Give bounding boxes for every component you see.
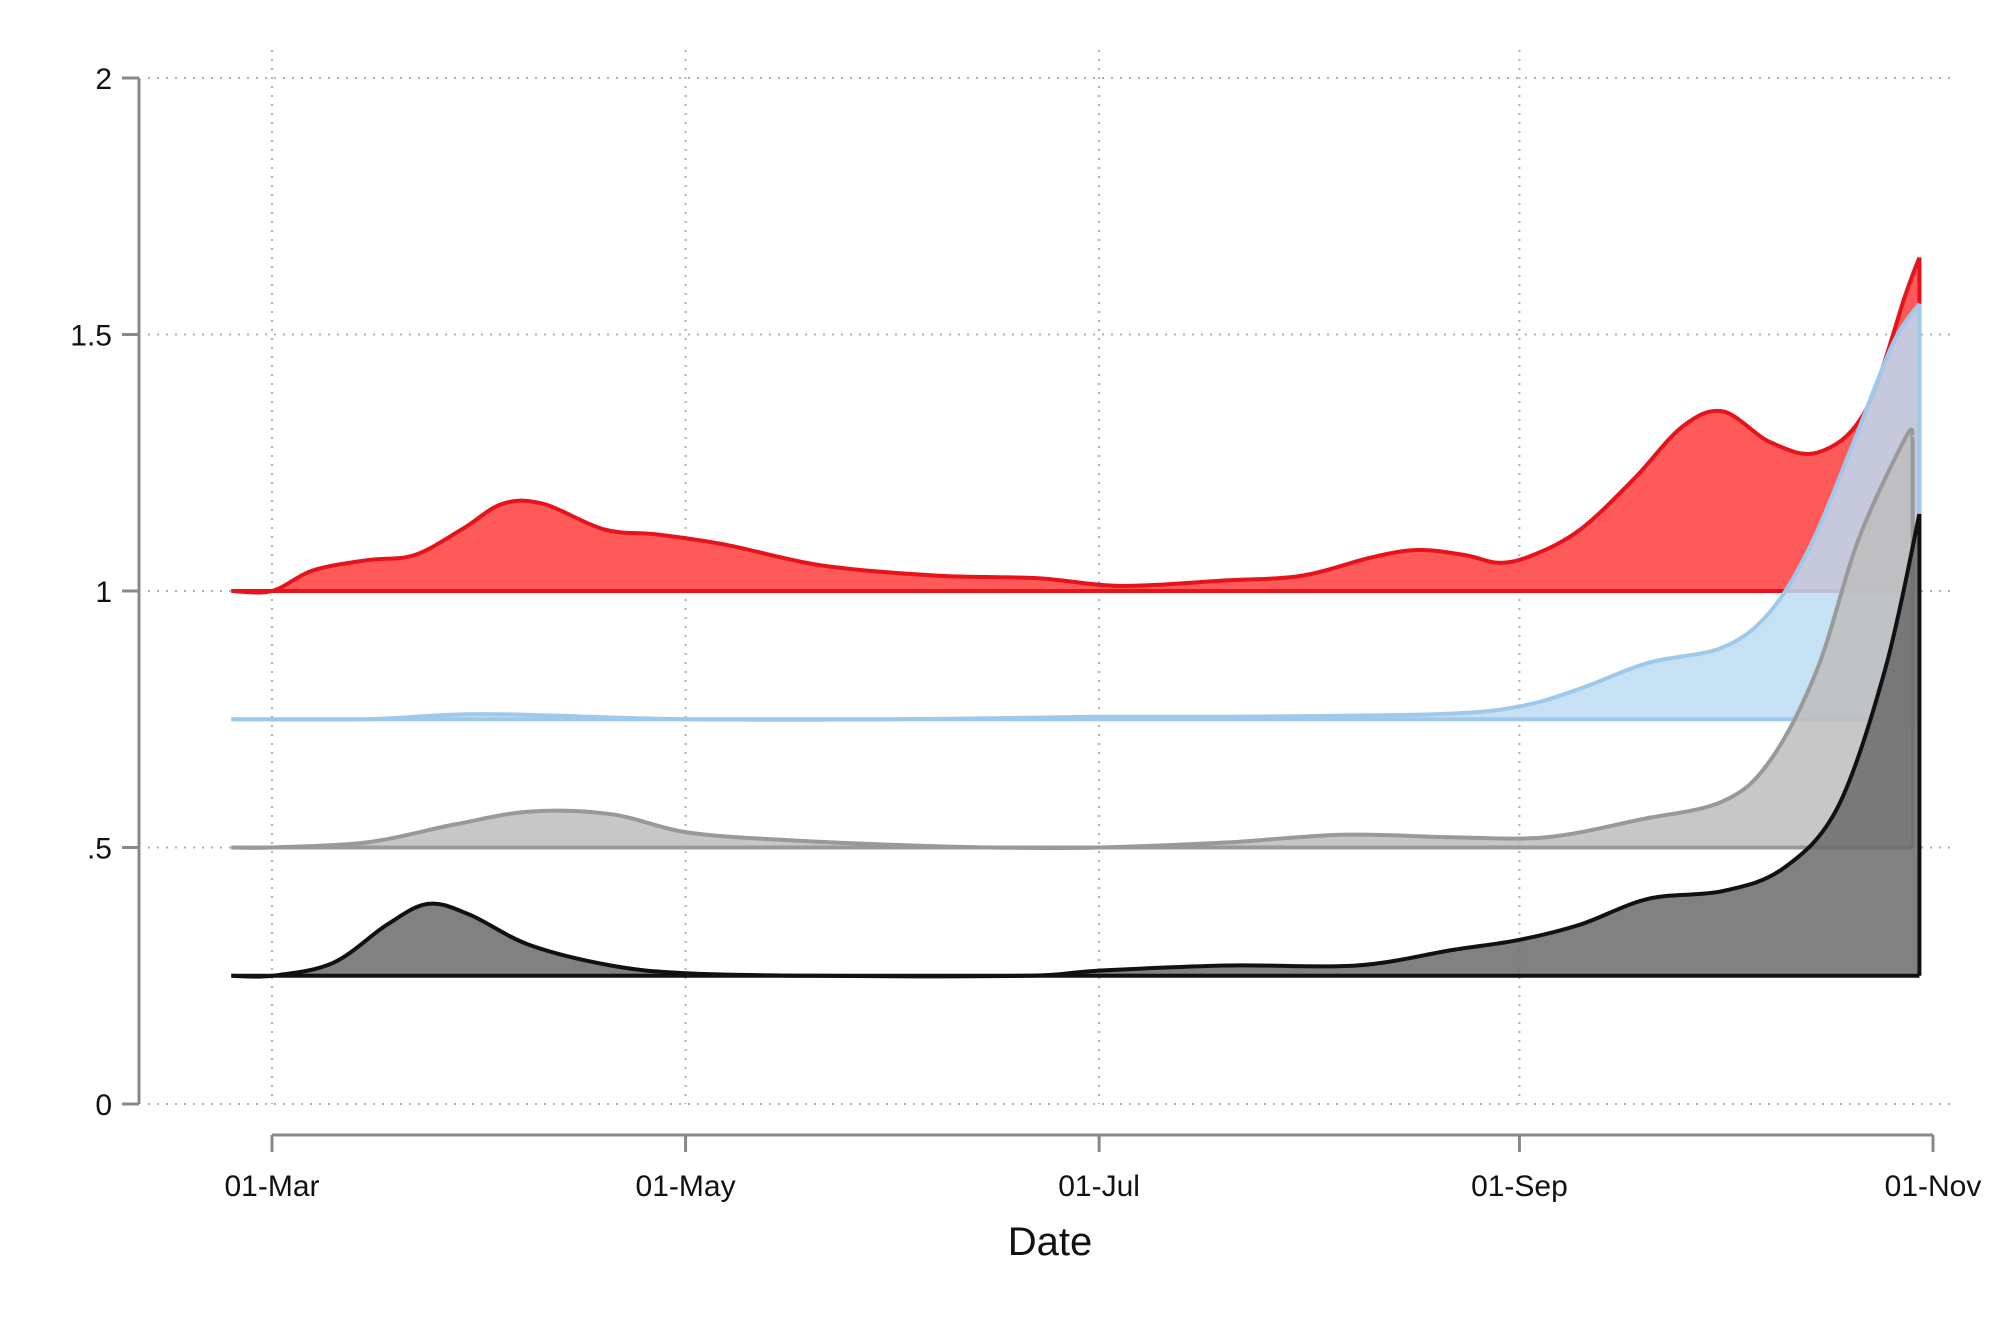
y-tick-label: 2 — [95, 63, 112, 96]
x-tick-label: 01-Mar — [224, 1170, 319, 1203]
density-ridge — [231, 513, 1922, 979]
ridge-area — [231, 257, 1920, 593]
ridge-outline — [231, 427, 1915, 851]
y-tick-label: .5 — [87, 833, 112, 866]
y-tick-label: 1.5 — [70, 320, 112, 353]
y-tick-label: 1 — [95, 576, 112, 609]
x-tick-label: 01-Nov — [1885, 1170, 1982, 1203]
x-tick-label: 01-May — [636, 1170, 736, 1203]
ridge-area — [231, 429, 1913, 849]
density-ridge — [231, 256, 1922, 595]
x-tick-label: 01-Jul — [1058, 1170, 1140, 1203]
x-axis-title: Date — [1008, 1220, 1093, 1264]
ridge-area — [231, 514, 1920, 977]
ridge-area — [231, 303, 1920, 720]
ridge-outline — [231, 256, 1922, 595]
y-tick-label: 0 — [95, 1089, 112, 1122]
ridge-outline — [231, 513, 1922, 979]
x-tick-label: 01-Sep — [1471, 1170, 1568, 1203]
axes: Date 0 .5 1 1.5 2 01-Mar 01-May 01-Jul 01-Sep 01-… — [70, 63, 1981, 1264]
density-series — [231, 256, 1922, 979]
ridge-outline — [231, 302, 1922, 722]
